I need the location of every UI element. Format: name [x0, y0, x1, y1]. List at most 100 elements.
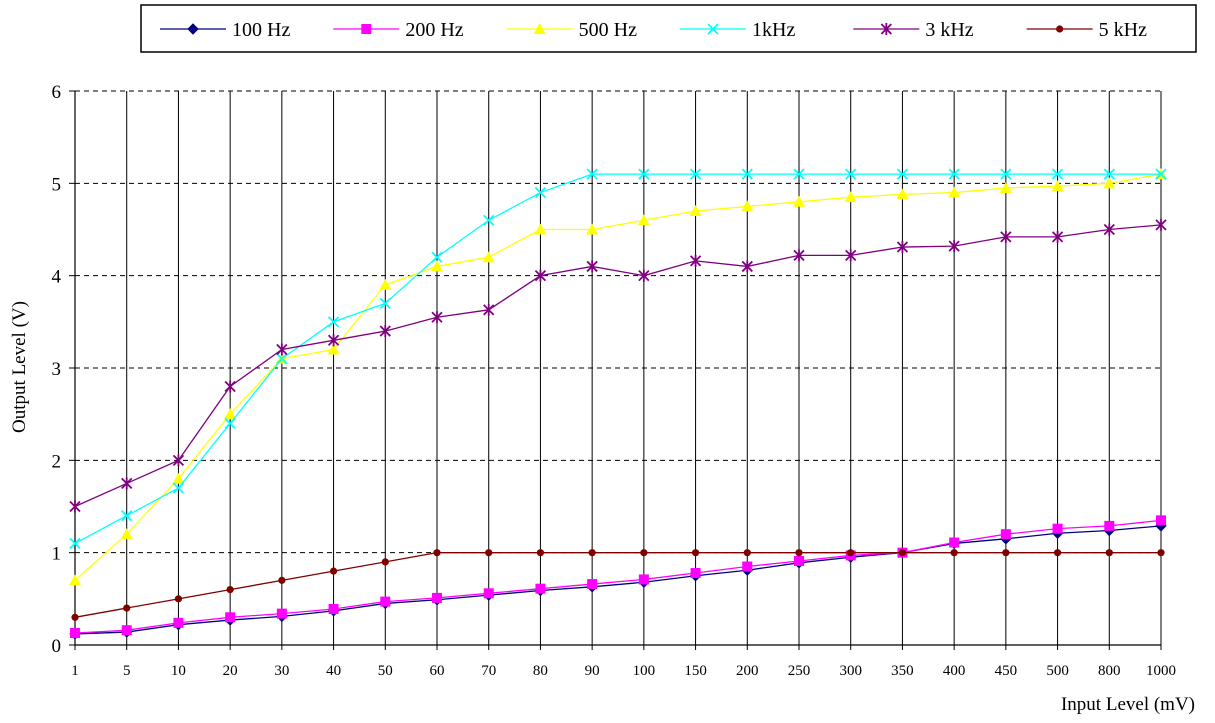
- series-line-1khz: [74, 173, 1161, 545]
- data-point-5-khz: [898, 549, 907, 557]
- data-point-500-hz: [1103, 177, 1116, 189]
- data-point-500-hz: [69, 574, 81, 586]
- legend-label-100-hz: 100 Hz: [232, 19, 290, 41]
- y-tick-label: 1: [52, 544, 62, 565]
- data-point-1khz: [586, 168, 598, 180]
- data-point-1khz: [327, 316, 340, 328]
- y-axis-title: Output Level (V): [9, 301, 30, 433]
- data-point-500-hz: [1051, 180, 1064, 192]
- data-point-5-khz: [381, 558, 389, 566]
- data-point-200-hz: [432, 592, 442, 603]
- data-point-500-hz: [844, 191, 857, 203]
- x-tick-label: 150: [684, 663, 707, 679]
- data-point-1khz: [224, 417, 236, 430]
- x-tick-label: 100: [633, 663, 656, 679]
- x-tick-label: 10: [171, 663, 186, 679]
- data-point-1khz: [1155, 168, 1167, 180]
- x-tick-label: 250: [788, 663, 811, 679]
- data-point-1khz: [121, 510, 133, 522]
- data-point-200-hz: [70, 627, 80, 638]
- data-point-1khz: [896, 168, 909, 180]
- data-point-5-khz: [691, 549, 700, 557]
- data-point-500-hz: [327, 343, 340, 355]
- data-point-200-hz: [1156, 515, 1166, 526]
- data-point-3-khz: [431, 311, 443, 324]
- data-point-1khz: [741, 168, 753, 180]
- data-point-200-hz: [535, 583, 546, 594]
- series-line-100-hz: [74, 525, 1162, 635]
- data-point-500-hz: [379, 278, 392, 290]
- data-point-3-khz: [1000, 230, 1012, 243]
- x-tick-label: 450: [995, 663, 1018, 679]
- data-point-3-khz: [172, 454, 185, 467]
- x-tick-label: 50: [378, 663, 393, 679]
- legend-label-3-khz: 3 kHz: [925, 19, 973, 41]
- data-point-1khz: [534, 186, 547, 199]
- y-tick-label: 5: [52, 174, 62, 195]
- data-point-1khz: [379, 297, 391, 310]
- data-point-200-hz: [949, 537, 960, 548]
- data-point-5-khz: [433, 549, 441, 557]
- data-point-500-hz: [172, 472, 185, 484]
- y-tick-label: 3: [52, 359, 62, 380]
- data-point-200-hz: [121, 625, 132, 636]
- legend-marker-100-hz: [187, 23, 199, 35]
- x-tick-label: 90: [585, 663, 600, 679]
- data-point-200-hz: [794, 555, 804, 566]
- data-point-500-hz: [586, 223, 599, 235]
- legend-marker-200-hz: [361, 24, 372, 34]
- legend-box: [140, 4, 1197, 53]
- data-point-200-hz: [638, 574, 649, 585]
- data-point-3-khz: [69, 500, 81, 513]
- data-point-3-khz: [638, 269, 650, 282]
- data-point-500-hz: [948, 186, 961, 198]
- data-point-5-khz: [1002, 549, 1010, 557]
- series-line-3-khz: [74, 224, 1162, 508]
- data-point-3-khz: [276, 343, 288, 356]
- data-point-3-khz: [1103, 223, 1115, 236]
- x-tick-label: 70: [481, 663, 496, 679]
- data-point-5-khz: [950, 549, 958, 557]
- data-point-500-hz: [534, 223, 547, 235]
- data-point-5-khz: [795, 549, 803, 557]
- data-point-5-khz: [743, 549, 751, 557]
- data-point-5-khz: [847, 549, 855, 557]
- y-tick-label: 0: [52, 636, 62, 657]
- series-line-500-hz: [74, 173, 1162, 581]
- data-point-500-hz: [482, 251, 495, 263]
- x-tick-label: 30: [274, 663, 289, 679]
- data-point-200-hz: [742, 561, 753, 572]
- y-tick-label: 4: [52, 267, 62, 288]
- data-point-1khz: [948, 168, 960, 180]
- x-tick-label: 40: [326, 663, 341, 679]
- data-point-5-khz: [640, 549, 648, 557]
- x-tick-label: 60: [430, 663, 445, 679]
- data-point-200-hz: [483, 588, 494, 599]
- data-point-5-khz: [1053, 549, 1062, 557]
- data-point-3-khz: [379, 325, 391, 338]
- x-tick-label: 400: [943, 663, 966, 679]
- data-point-200-hz: [587, 579, 598, 590]
- data-point-5-khz: [485, 549, 493, 557]
- data-point-1khz: [638, 168, 650, 180]
- data-point-5-khz: [278, 576, 286, 584]
- data-point-5-khz: [1157, 549, 1165, 557]
- data-point-5-khz: [329, 567, 338, 575]
- data-point-1khz: [1103, 168, 1115, 180]
- x-tick-label: 80: [533, 663, 548, 679]
- data-point-200-hz: [225, 612, 236, 623]
- data-point-500-hz: [741, 200, 754, 212]
- data-point-3-khz: [1051, 230, 1064, 243]
- y-tick-label: 2: [52, 451, 62, 472]
- data-point-5-khz: [226, 586, 234, 594]
- data-point-3-khz: [534, 269, 547, 282]
- data-point-500-hz: [689, 205, 702, 217]
- data-point-3-khz: [793, 249, 805, 262]
- data-point-200-hz: [276, 608, 287, 619]
- data-point-3-khz: [483, 303, 495, 316]
- legend-marker-5-khz: [1056, 25, 1064, 33]
- data-point-5-khz: [123, 604, 131, 612]
- data-point-1khz: [69, 537, 81, 550]
- data-point-1khz: [276, 353, 288, 365]
